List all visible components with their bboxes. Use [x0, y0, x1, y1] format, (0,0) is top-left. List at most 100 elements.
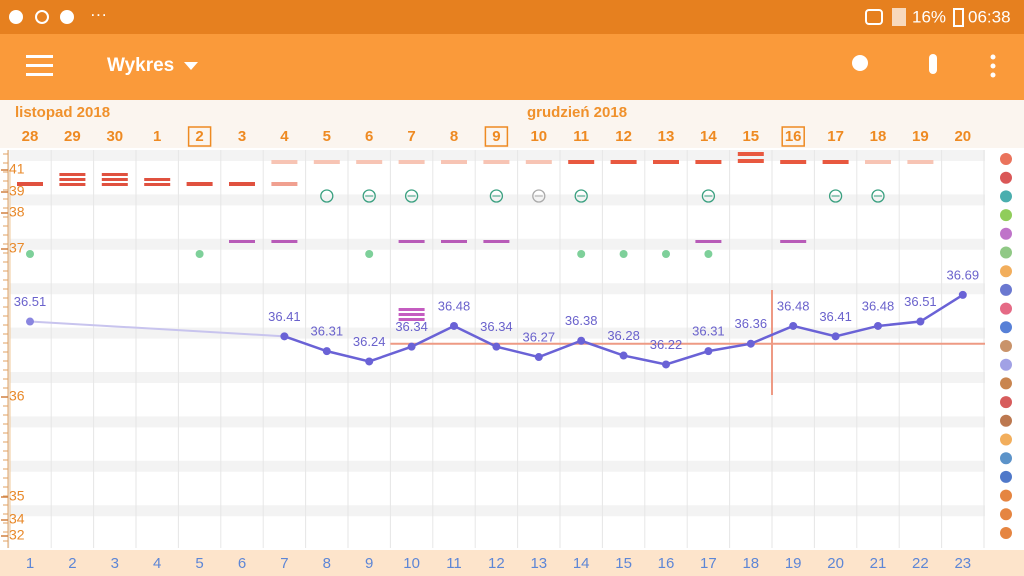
- menu-bar: [26, 55, 53, 58]
- temperature-point: [916, 317, 925, 326]
- side-category-icon: [1000, 414, 1012, 427]
- symptom-mark: [101, 178, 128, 181]
- side-category-icon: [1000, 190, 1012, 203]
- date-label: 12: [615, 128, 632, 145]
- overflow-menu[interactable]: [990, 54, 996, 78]
- side-category-icon: [1000, 209, 1012, 222]
- temperature-label: 36.38: [565, 313, 598, 328]
- menu-button[interactable]: [26, 55, 53, 76]
- date-label: 1: [153, 128, 161, 145]
- side-category-icon: [1000, 302, 1012, 315]
- cycle-day-label: 18: [742, 555, 759, 572]
- temperature-label: 36.69: [947, 267, 980, 282]
- date-label: 9: [492, 128, 500, 145]
- date-box: [187, 126, 212, 147]
- date-label: 4: [280, 128, 289, 145]
- cycle-day-label: 8: [323, 555, 331, 572]
- signal-icon: [892, 8, 906, 26]
- dropdown-arrow[interactable]: [184, 62, 198, 70]
- symptom-mark: [356, 160, 383, 164]
- side-category-icon: [1000, 489, 1012, 502]
- temperature-point: [534, 353, 543, 362]
- symptom-mark: [653, 160, 679, 164]
- symptom-mark: [483, 240, 510, 243]
- temperature-label: 36.48: [777, 298, 810, 313]
- date-header: [0, 100, 1024, 148]
- weather-icon: [35, 10, 49, 24]
- fertility-dot: [26, 250, 34, 258]
- temperature-point: [407, 342, 416, 351]
- y-tick-label: 41: [9, 161, 25, 177]
- cycle-day-label: 23: [954, 555, 971, 572]
- fertility-dot: [619, 250, 628, 258]
- mucus-icon: [320, 189, 334, 203]
- thermometer-button[interactable]: [929, 54, 937, 74]
- cycle-day-label: 1: [26, 555, 34, 572]
- view-selector[interactable]: Wykres: [107, 55, 174, 76]
- temperature-point: [662, 360, 670, 369]
- date-label: 28: [22, 128, 39, 145]
- side-category-icon: [1000, 452, 1012, 465]
- symptom-mark: [398, 160, 425, 164]
- dot: [990, 72, 996, 78]
- more-notifications: ···: [90, 4, 107, 23]
- cycle-day-label: 20: [827, 555, 844, 572]
- side-category-icon: [1000, 433, 1012, 446]
- battery-percent: 16%: [912, 7, 946, 26]
- date-label: 8: [450, 128, 458, 145]
- side-category-icon: [1000, 171, 1012, 184]
- symptom-mark: [780, 160, 807, 164]
- temperature-point: [874, 321, 882, 330]
- symptom-mark: [101, 173, 128, 176]
- side-category-icon: [1000, 321, 1012, 334]
- cycle-day-label: 12: [488, 555, 505, 572]
- date-label: 15: [742, 128, 759, 145]
- row-stripe: [10, 372, 985, 383]
- cycle-day-label: 14: [573, 555, 590, 572]
- date-label: 7: [407, 128, 415, 145]
- y-tick-label: 39: [9, 183, 25, 199]
- temperature-point: [450, 321, 458, 330]
- symptom-mark: [144, 178, 171, 181]
- temperature-label: 36.31: [311, 324, 344, 339]
- cycle-day-label: 5: [195, 555, 203, 572]
- cycle-day-label: 13: [530, 555, 547, 572]
- temperature-label: 36.24: [353, 334, 386, 349]
- date-label: 13: [658, 128, 675, 145]
- date-label: 18: [870, 128, 887, 145]
- fertility-dot: [662, 250, 670, 258]
- cycle-day-label: 3: [111, 555, 119, 572]
- mucus-icon: [532, 189, 546, 203]
- temperature-point: [958, 290, 967, 299]
- temperature-point: [26, 317, 34, 326]
- cycle-day-label: 21: [870, 555, 887, 572]
- temperature-label: 36.22: [650, 337, 683, 352]
- symptom-mark: [229, 182, 255, 186]
- pinterest-icon: [60, 10, 74, 24]
- fertility-dot: [195, 250, 204, 258]
- temperature-label: 36.51: [14, 294, 47, 309]
- cycle-day-label: 16: [658, 555, 675, 572]
- status-bar: [0, 0, 1024, 34]
- temperature-label: 36.36: [735, 316, 768, 331]
- cycle-day-label: 2: [68, 555, 76, 572]
- side-category-icon: [1000, 377, 1012, 390]
- y-tick-label: 34: [9, 511, 25, 527]
- symptom-mark: [313, 160, 340, 164]
- tips-button[interactable]: [852, 55, 868, 71]
- cycle-day-label: 11: [446, 555, 462, 572]
- side-category-icon: [1000, 527, 1012, 539]
- cycle-day-label: 7: [280, 555, 288, 572]
- date-label: 29: [64, 128, 81, 145]
- cycle-day-label: 19: [785, 555, 802, 572]
- date-label: 17: [827, 128, 844, 145]
- symptom-mark: [737, 159, 764, 163]
- mucus-icon: [574, 189, 588, 203]
- dot: [990, 63, 996, 69]
- row-stripe: [10, 150, 985, 161]
- mucus-icon: [828, 189, 843, 203]
- row-stripe: [10, 505, 985, 517]
- mucus-icon: [489, 189, 504, 203]
- side-category-icon: [1000, 283, 1012, 296]
